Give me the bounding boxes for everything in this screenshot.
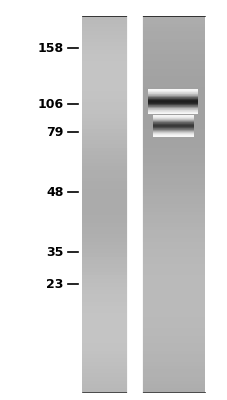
Text: 79: 79 (46, 126, 64, 138)
FancyBboxPatch shape (148, 100, 197, 101)
FancyBboxPatch shape (148, 103, 197, 104)
FancyBboxPatch shape (141, 16, 204, 392)
FancyBboxPatch shape (148, 99, 197, 100)
Text: 48: 48 (46, 186, 64, 198)
Text: 106: 106 (37, 98, 64, 110)
Text: 158: 158 (37, 42, 64, 54)
FancyBboxPatch shape (82, 16, 127, 392)
FancyBboxPatch shape (148, 97, 197, 98)
FancyBboxPatch shape (148, 106, 197, 107)
Text: 35: 35 (46, 246, 64, 258)
Text: 23: 23 (46, 278, 64, 290)
FancyBboxPatch shape (148, 101, 197, 102)
FancyBboxPatch shape (148, 105, 197, 106)
FancyBboxPatch shape (148, 98, 197, 99)
FancyBboxPatch shape (148, 102, 197, 103)
FancyBboxPatch shape (148, 104, 197, 105)
